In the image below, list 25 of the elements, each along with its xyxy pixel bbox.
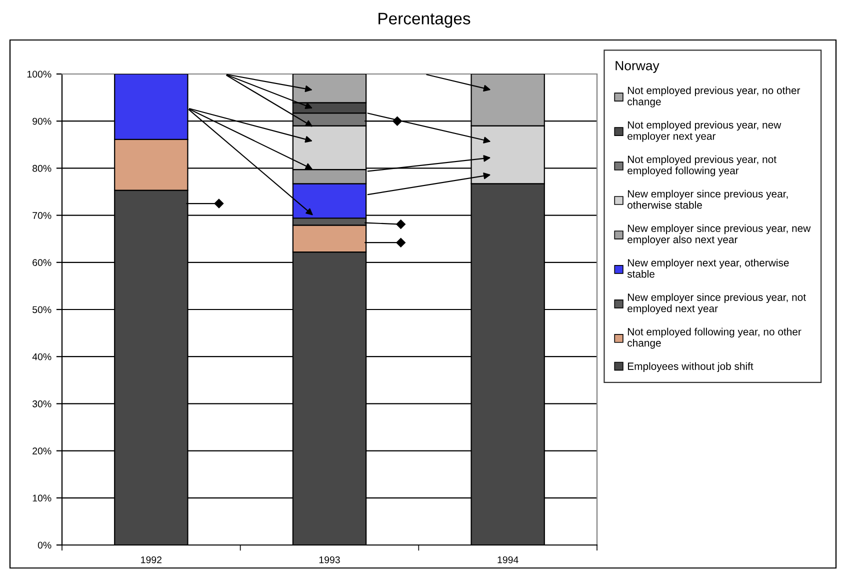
x-tick-label: 1993 <box>319 556 340 564</box>
y-tick-label: 0% <box>38 542 52 549</box>
legend-label: New employer since previous year, otherwise stable <box>628 190 788 209</box>
x-tick-label: 1994 <box>498 556 518 564</box>
x-tick-label: 1992 <box>141 556 162 564</box>
y-tick-label: 30% <box>32 400 52 408</box>
legend-label: New employer since previous year, new employer also next year <box>628 224 811 246</box>
legend-label: Not employed following year, no other change <box>628 328 802 349</box>
legend-label: New employer since previous year, not employed next year <box>628 293 806 314</box>
legend-label: Not employed previous year, new employer next year <box>628 120 782 142</box>
y-tick-label: 50% <box>32 306 52 314</box>
legend-title: Norway <box>616 61 660 73</box>
y-tick-label: 40% <box>32 353 52 360</box>
legend-label: New employer next year, otherwise stable <box>627 258 789 278</box>
y-tick-label: 80% <box>32 164 52 172</box>
y-tick-label: 20% <box>32 448 52 454</box>
chart-title: Percentages <box>378 12 470 28</box>
y-tick-label: 100% <box>27 70 52 78</box>
y-tick-label: 70% <box>32 212 52 219</box>
y-tick-label: 60% <box>32 259 52 266</box>
legend-label: Not employed previous year, no other change <box>628 86 800 108</box>
legend-label: Employees without job shift <box>628 362 754 372</box>
legend-label: Not employed previous year, not employed following year <box>628 155 776 176</box>
y-tick-label: 90% <box>32 118 52 125</box>
y-tick-label: 10% <box>32 494 52 502</box>
